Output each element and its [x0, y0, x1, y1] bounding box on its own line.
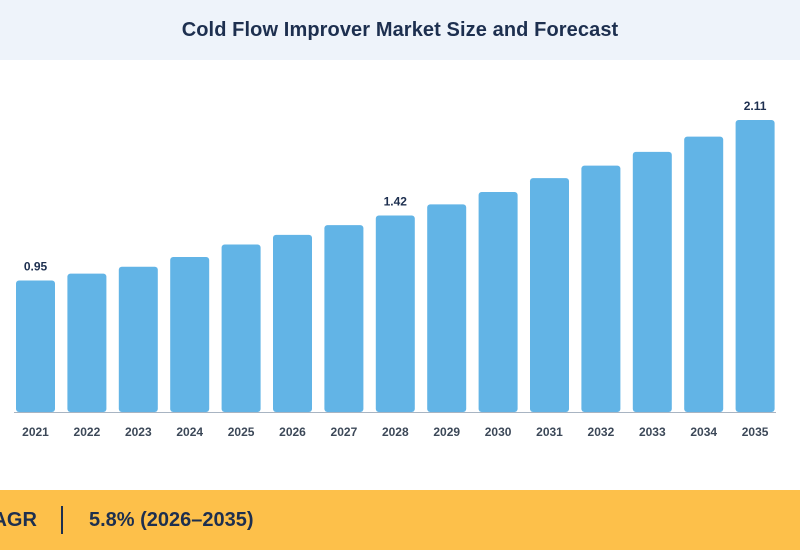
bar-2032 [581, 165, 621, 412]
data-label-2028: 1.42 [384, 194, 408, 208]
x-tick-label-2023: 2023 [125, 425, 152, 439]
x-tick-label-2033: 2033 [639, 425, 666, 439]
x-tick-label-2021: 2021 [22, 425, 49, 439]
bar-2030 [478, 191, 518, 412]
cagr-label: CAGR [0, 508, 37, 531]
data-label-2021: 0.95 [24, 260, 48, 274]
x-tick-label-2035: 2035 [742, 425, 769, 439]
x-tick-label-2022: 2022 [74, 425, 101, 439]
x-tick-label-2030: 2030 [485, 425, 512, 439]
x-tick-label-2034: 2034 [690, 425, 717, 439]
x-tick-label-2026: 2026 [279, 425, 306, 439]
x-tick-label-2029: 2029 [433, 425, 460, 439]
bar-2023 [118, 266, 158, 412]
chart-header: Cold Flow Improver Market Size and Forec… [0, 0, 800, 60]
x-tick-label-2028: 2028 [382, 425, 409, 439]
data-label-2035: 2.11 [744, 99, 767, 113]
bar-2027 [324, 225, 364, 412]
bar-2033 [632, 151, 672, 412]
bar-2024 [170, 257, 210, 412]
x-tick-label-2024: 2024 [176, 425, 203, 439]
bar-2034 [684, 136, 724, 412]
cagr-value: 5.8% (2026–2035) [89, 508, 254, 531]
bar-2031 [530, 178, 569, 412]
chart-title: Cold Flow Improver Market Size and Forec… [181, 18, 619, 41]
x-tick-label-2027: 2027 [331, 425, 358, 439]
cagr-banner: CAGR 5.8% (2026–2035) [0, 490, 800, 550]
bar-2035 [735, 120, 775, 412]
bar-2025 [221, 244, 261, 412]
bar-2026 [273, 234, 312, 412]
bar-2028 [375, 215, 415, 412]
chart-area: 2021 0.95 2022 2023 2024 2025 2026 2027 2028 1.42… [0, 60, 800, 490]
bar-2021 [16, 280, 55, 412]
bar-2029 [427, 204, 467, 412]
bar-2022 [67, 273, 107, 412]
x-tick-label-2031: 2031 [536, 425, 563, 439]
x-tick-label-2025: 2025 [228, 425, 255, 439]
bar-chart: 2021 0.95 2022 2023 2024 2025 2026 2027 2028 1.42… [14, 99, 776, 439]
x-tick-label-2032: 2032 [588, 425, 615, 439]
cagr-divider [61, 506, 63, 534]
